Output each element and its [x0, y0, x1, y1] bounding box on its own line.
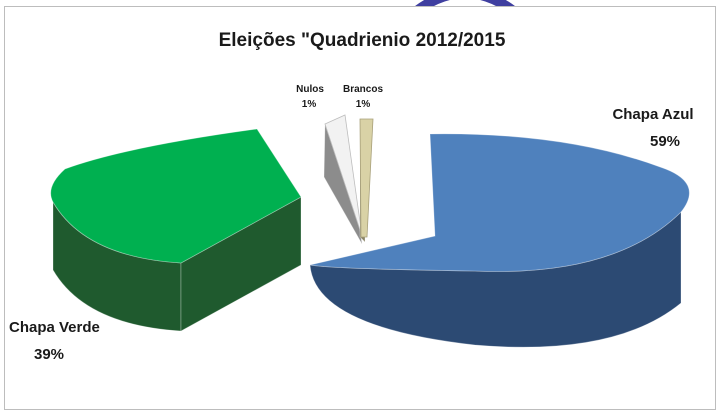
- decorative-arc: [415, 0, 515, 10]
- label-chapa-azul-name: Chapa Azul: [612, 106, 693, 123]
- label-chapa-azul-value: 59%: [650, 133, 680, 150]
- slice-chapa-verde-top: [50, 128, 302, 264]
- label-brancos-value: 1%: [356, 99, 371, 110]
- pie-chart: Eleições "Quadrienio 2012/2015: [9, 30, 694, 363]
- slice-chapa-azul-top: [309, 133, 690, 272]
- label-chapa-verde-value: 39%: [34, 346, 64, 363]
- chart-title: Eleições "Quadrienio 2012/2015: [219, 30, 506, 51]
- slice-brancos: [359, 118, 374, 243]
- chart-frame: Eleições "Quadrienio 2012/2015: [4, 6, 716, 410]
- label-brancos-name: Brancos: [343, 84, 383, 95]
- label-nulos-value: 1%: [302, 99, 317, 110]
- label-chapa-verde-name: Chapa Verde: [9, 319, 100, 336]
- slice-chapa-verde: [50, 128, 302, 332]
- slice-brancos-top: [359, 118, 374, 238]
- slice-chapa-azul: [309, 133, 690, 348]
- label-nulos-name: Nulos: [296, 84, 324, 95]
- slice-nulos-top: [324, 114, 363, 237]
- slice-nulos: [323, 114, 363, 245]
